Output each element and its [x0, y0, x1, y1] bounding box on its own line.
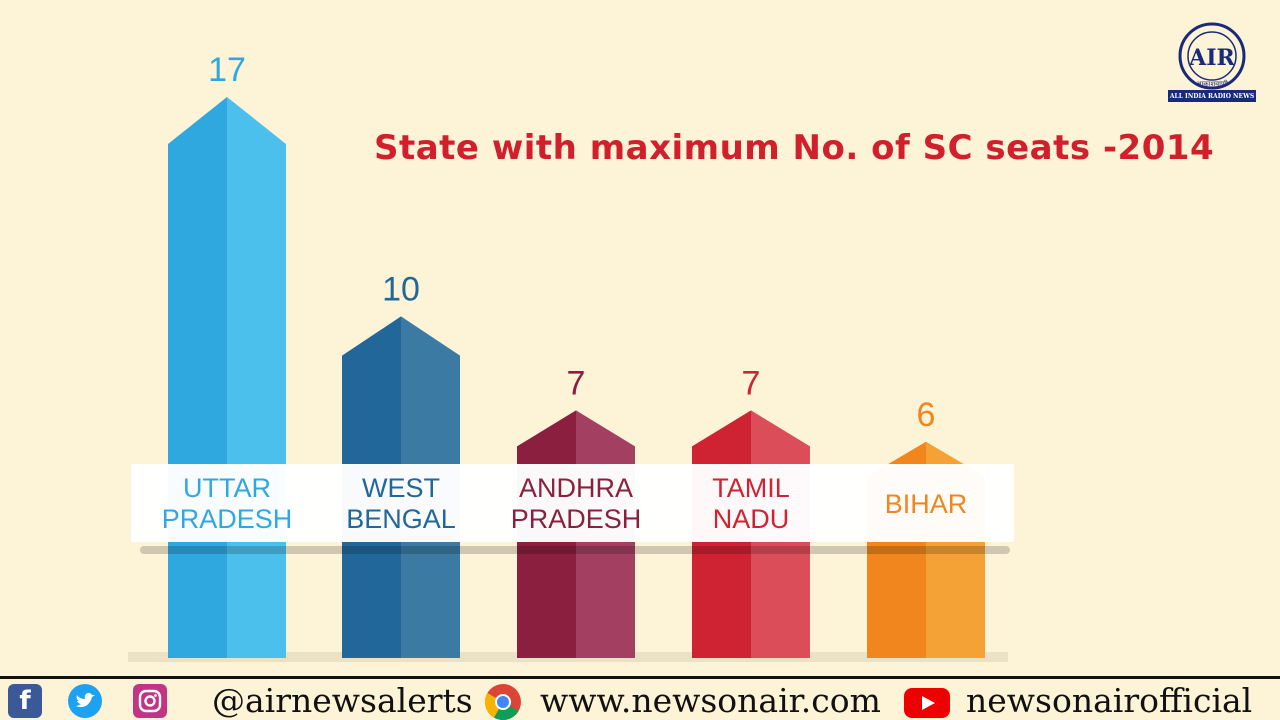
category-label: UTTAR — [183, 473, 271, 503]
value-label: 7 — [742, 364, 761, 402]
category-label: ANDHRA — [519, 473, 633, 503]
category-label: NADU — [713, 504, 790, 534]
value-label: 17 — [208, 51, 246, 89]
category-label: BIHAR — [885, 489, 968, 519]
bar-left-face — [168, 97, 227, 658]
footer-bar: f @airnewsalerts www.newsonair.com newso… — [0, 676, 1280, 720]
category-label: BENGAL — [346, 504, 456, 534]
youtube-icon[interactable] — [904, 688, 950, 718]
value-label: 7 — [567, 364, 586, 402]
website-link[interactable]: www.newsonair.com — [540, 681, 881, 720]
bar-right-face — [227, 97, 286, 658]
chrome-icon[interactable] — [484, 683, 522, 720]
value-label: 6 — [917, 396, 936, 434]
logo-sub: आकाशवाणी — [1196, 79, 1228, 88]
youtube-channel[interactable]: newsonairofficial — [966, 681, 1253, 720]
category-label: PRADESH — [162, 504, 293, 534]
chart-title: State with maximum No. of SC seats -2014 — [374, 128, 1215, 168]
bar-0 — [168, 97, 286, 658]
facebook-icon[interactable]: f — [8, 684, 42, 718]
logo-letters: AIR — [1188, 45, 1235, 71]
category-band — [131, 464, 1014, 542]
twitter-icon[interactable] — [68, 684, 102, 718]
value-label: 10 — [382, 270, 420, 308]
air-logo: AIR आकाशवाणी ALL INDIA RADIO NEWS — [1168, 20, 1256, 102]
twitter-handle[interactable]: @airnewsalerts — [212, 681, 473, 720]
category-label: TAMIL — [712, 473, 790, 503]
category-label: PRADESH — [511, 504, 642, 534]
logo-banner: ALL INDIA RADIO NEWS — [1168, 90, 1256, 102]
instagram-icon[interactable] — [133, 684, 167, 718]
category-label: WEST — [362, 473, 440, 503]
band-shadow — [140, 546, 1010, 554]
